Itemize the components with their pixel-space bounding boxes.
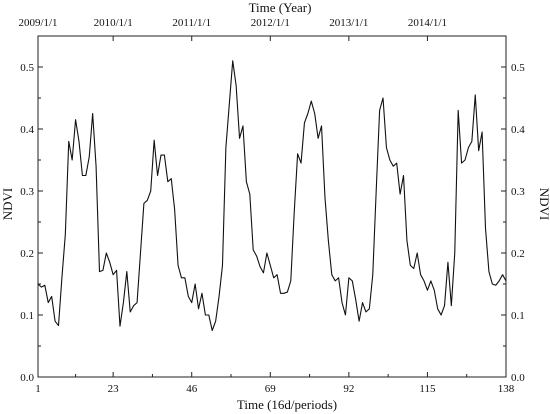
x-tick-label: 69 bbox=[265, 383, 277, 395]
x-tick-label: 46 bbox=[186, 383, 198, 395]
x-tick-label: 23 bbox=[108, 383, 120, 395]
y-tick-label-right: 0.1 bbox=[511, 310, 525, 322]
y-tick-label-right: 0.5 bbox=[511, 62, 525, 74]
x-tick-label: 1 bbox=[35, 383, 41, 395]
x-tick-label: 92 bbox=[343, 383, 354, 395]
y-tick-label-right: 0.4 bbox=[511, 124, 525, 136]
y-tick-label-left: 0.5 bbox=[20, 62, 34, 74]
top-tick-label: 2011/1/1 bbox=[172, 17, 211, 29]
top-tick-label: 2013/1/1 bbox=[329, 17, 368, 29]
y-tick-label-left: 0.4 bbox=[20, 124, 34, 136]
y-tick-label-right: 0.2 bbox=[511, 248, 525, 260]
series-group bbox=[37, 60, 507, 332]
top-axis-title: Time (Year) bbox=[249, 0, 312, 15]
y-axis-title-left: NDVI bbox=[0, 188, 15, 221]
y-tick-label-right: 0.3 bbox=[511, 186, 525, 198]
top-tick-label: 2014/1/1 bbox=[408, 17, 447, 29]
x-axis-title: Time (16d/periods) bbox=[237, 397, 337, 412]
top-tick-label: 2009/1/1 bbox=[18, 17, 57, 29]
y-tick-label-left: 0.0 bbox=[20, 372, 34, 384]
y-tick-label-right: 0.0 bbox=[511, 372, 525, 384]
series-line-ndvi bbox=[37, 60, 507, 332]
y-tick-label-left: 0.1 bbox=[20, 310, 34, 322]
x-tick-label: 138 bbox=[498, 383, 515, 395]
top-tick-label: 2010/1/1 bbox=[94, 17, 133, 29]
plot-frame bbox=[37, 35, 507, 378]
y-axis-title-right: NDVI bbox=[537, 188, 550, 221]
top-tick-label: 2012/1/1 bbox=[251, 17, 290, 29]
axes bbox=[37, 35, 507, 378]
tick-labels: 0.0 0.0 0.1 0.1 0.2 0.2 0.3 0.3 0.4 0.4 0.5 0.5 1 23 4… bbox=[18, 17, 525, 395]
y-tick-label-left: 0.2 bbox=[20, 248, 34, 260]
y-tick-label-left: 0.3 bbox=[20, 186, 34, 198]
x-tick-label: 115 bbox=[419, 383, 436, 395]
